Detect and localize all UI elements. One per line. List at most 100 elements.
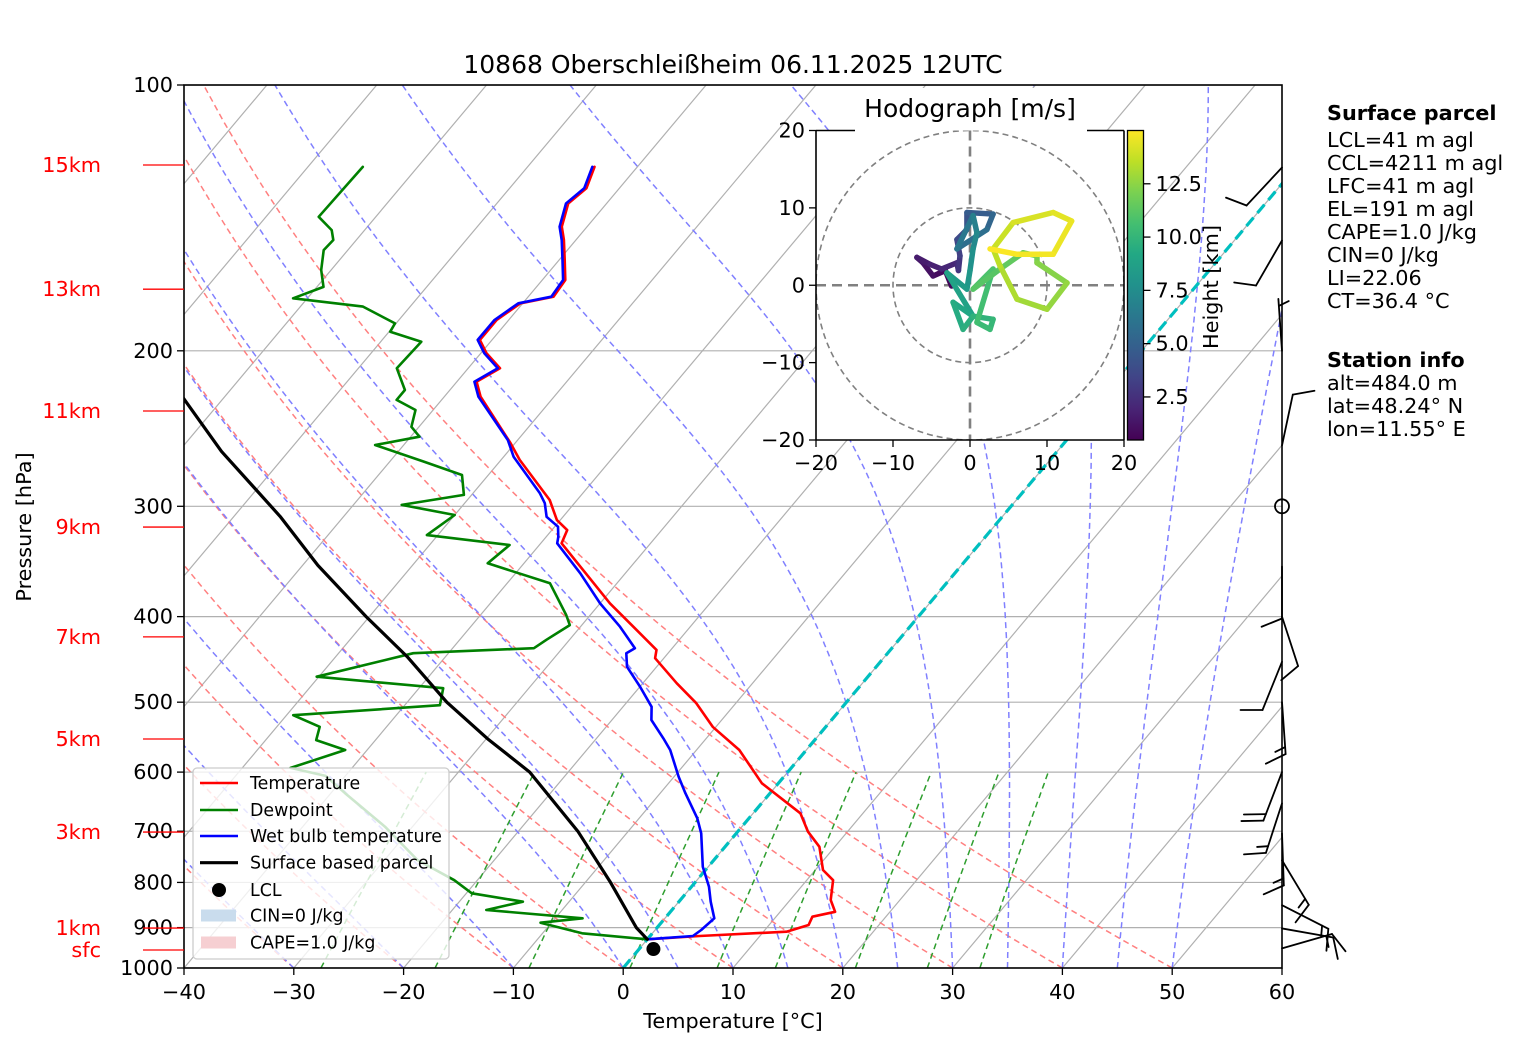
height-label: 9km [55,515,101,539]
moist-adiabat [401,85,899,968]
legend-label: Temperature [249,774,360,794]
barb-full-tick [1280,665,1299,682]
hodograph-segment [970,229,980,252]
wind-barb [1243,802,1283,856]
hodograph-segment [1034,260,1070,286]
isotherm-gridline [184,85,707,708]
y-tick-label: 500 [133,690,173,714]
hodograph-segment [970,212,980,236]
wind-barb [1281,933,1347,953]
barb-staff [1281,859,1310,906]
hodograph-x-tick-label: 10 [1034,451,1060,475]
colorbar-tick-label: 10.0 [1156,225,1202,249]
wind-barb [1233,239,1283,287]
legend-item-dewpoint: Dewpoint [200,801,333,821]
y-tick-label: 1000 [120,956,173,980]
mixing-ratio-line [926,771,1000,968]
mixing-ratio-line [629,771,720,968]
barb-staff [1281,832,1285,887]
colorbar-tick-label: 5.0 [1156,332,1189,356]
barb-staff [1277,298,1283,352]
wind-barb [1239,660,1283,711]
barb-staff [1245,166,1283,207]
barb-staff [1265,802,1283,854]
y-tick-label: 800 [133,870,173,894]
y-tick-label: 200 [133,339,173,363]
barb-full-tick [1291,389,1316,396]
wind-barb [1262,832,1285,896]
hodograph-segment [987,246,1020,258]
barb-full-tick [1260,617,1283,628]
legend-dot-marker [212,883,226,897]
isotherm-gridline [732,313,1282,968]
hodograph-segment [1050,218,1075,258]
height-label: 13km [42,277,101,301]
height-label: 11km [42,399,101,423]
hodograph-y-tick-label: 0 [792,273,805,297]
isotherm-gridline [952,574,1282,968]
barb-half-tick [1274,746,1287,753]
colorbar-tick-label: 12.5 [1156,172,1202,196]
wind-barb [1281,927,1339,960]
x-tick-label: 10 [720,980,746,1004]
moist-adiabat [274,85,844,968]
barb-staff [1281,701,1287,755]
legend-label: Dewpoint [250,801,333,821]
x-axis-ticks: −40 −30 −20 −10 0 10 20 30 40 50 60 [162,968,1295,1004]
hodograph-segment [1044,280,1070,312]
y-tick-label: 100 [133,73,173,97]
barb-staff [1281,904,1330,930]
hodograph-trace [914,209,1075,333]
hodograph-segment [960,313,976,333]
height-label: 15km [42,153,101,177]
moist-adiabat [184,617,514,968]
wind-barb [1280,615,1299,682]
colorbar-tick-label: 2.5 [1156,385,1189,409]
hodograph-segment [990,219,1016,252]
wind-barb [1277,298,1290,352]
legend-patch-swatch [201,909,236,922]
x-tick-label: 30 [939,980,965,1004]
barb-full-tick [1331,933,1347,953]
legend-label: CAPE=1.0 J/kg [250,934,375,954]
x-tick-label: −30 [272,980,316,1004]
barb-staff [1281,615,1299,667]
wind-barbs [1225,166,1347,960]
barb-full-tick [1233,281,1257,287]
legend: Temperature Dewpoint Wet bulb temperatur… [192,767,450,960]
hodograph-y-tick-label: −20 [761,428,805,452]
mixing-ratio-line [716,771,802,968]
station-longitude: lon=11.55° E [1327,417,1466,441]
isotherm-gridline [842,444,1282,968]
barb-full-tick [1225,196,1248,207]
barb-full-tick [1332,936,1339,960]
wind-barb [1240,771,1283,822]
el-value: EL=191 m agl [1327,197,1474,221]
x-tick-label: 40 [1049,980,1075,1004]
barb-staff [1281,393,1294,447]
moist-adiabat [1116,85,1210,968]
dry-adiabat [184,463,734,968]
hodograph-segment [967,246,976,274]
moist-adiabat [184,462,624,968]
barb-half-tick [1277,300,1290,307]
barb-half-tick [1272,877,1285,884]
hodograph-x-tick-label: −20 [794,451,838,475]
dry-adiabat [184,362,844,968]
legend-item-lcl: LCL [212,881,282,901]
hodograph-y-tick-label: −10 [761,351,805,375]
wind-barb [1225,166,1283,207]
station-altitude: alt=484.0 m [1327,371,1458,395]
wind-barb [1260,565,1283,628]
hodograph-segment [964,209,996,217]
height-label: sfc [71,938,101,962]
station-info-block: Station info alt=484.0 m lat=48.24° N lo… [1327,348,1466,441]
colorbar-ticks: 2.5 5.0 7.5 10.0 12.5 [1143,172,1202,409]
dry-adiabat [184,260,953,968]
dry-adiabat [184,154,1063,968]
calm-wind-circle [1274,498,1290,515]
hodograph-segment [944,270,976,319]
x-tick-label: 0 [617,980,630,1004]
hodograph-inset: Hodograph [m/s] −20 −10 0 10 20 −20 −10 0 10 20 2… [761,88,1223,475]
